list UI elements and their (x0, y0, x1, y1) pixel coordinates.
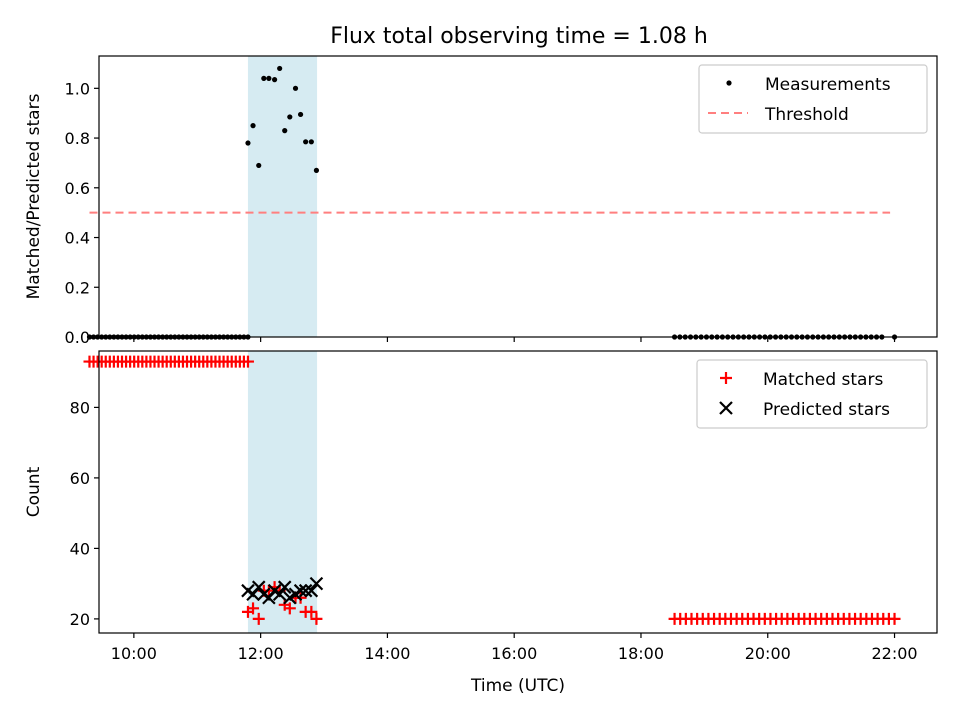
matched-star-point (305, 605, 318, 618)
measurement-point (308, 139, 314, 145)
x-axis-label: Time (UTC) (470, 676, 565, 696)
predicted-star-point (298, 583, 313, 598)
measurement-point (303, 139, 309, 145)
measurement-point (271, 77, 278, 83)
x-tick-label: 12:00 (238, 644, 284, 663)
bottom-panel: 20 40 60 80 10:00 12:00 14:00 16:00 18:00 20:00 22… (24, 350, 938, 696)
measurement-point (297, 111, 304, 118)
axes-frame (98, 55, 938, 338)
y-tick-label: 40 (70, 539, 90, 558)
y-tick-label: 60 (70, 469, 90, 488)
observing-window-shade (247, 56, 318, 337)
legend-label: Threshold (764, 105, 849, 125)
y-tick-label: 0.4 (65, 229, 90, 248)
y-axis-label: Count (24, 466, 44, 517)
legend-box (696, 359, 928, 429)
legend-predicted-marker (719, 401, 733, 415)
matched-star-point (310, 612, 323, 625)
x-tick-label: 18:00 (618, 644, 664, 663)
measurement-point (292, 85, 299, 91)
legend-box (698, 64, 928, 134)
matched-star-point (283, 602, 296, 615)
chart-title: Flux total observing time = 1.08 h (330, 24, 708, 49)
y-axis-label: Matched/Predicted stars (24, 93, 44, 299)
legend-label: Predicted stars (763, 400, 890, 420)
measurement-point (90, 334, 97, 340)
legend-label: Measurements (765, 75, 891, 95)
predicted-star-point (293, 583, 308, 598)
predicted-star-point (277, 580, 292, 594)
matched-star-point (247, 602, 260, 615)
axes-frame (98, 350, 938, 634)
measurement-point (86, 334, 93, 340)
legend-measurement-marker (726, 80, 732, 86)
x-tick-label: 10:00 (111, 644, 157, 663)
measurement-point (245, 140, 251, 146)
measurement-point (277, 65, 283, 72)
measurement-point (282, 128, 288, 134)
y-tick-label: 20 (70, 610, 90, 629)
x-tick-label: 16:00 (491, 644, 537, 663)
measurement-point (256, 162, 262, 169)
measurement-point (266, 75, 272, 81)
legend-matched-marker (720, 372, 732, 384)
predicted-star-point (251, 580, 266, 594)
predicted-star-point (304, 583, 319, 598)
matched-star-point (252, 612, 265, 625)
y-tick-label: 0.2 (65, 278, 90, 297)
x-tick-label: 14:00 (364, 644, 410, 663)
predicted-star-point (272, 587, 287, 602)
top-panel: 0.0 0.2 0.4 0.6 0.8 1.0 Matched/Predicted star… (24, 55, 938, 347)
matched-star-point (241, 355, 254, 368)
legend-label: Matched stars (763, 370, 883, 390)
measurement-point (261, 75, 267, 81)
measurement-point (250, 123, 256, 129)
y-tick-label: 0.0 (65, 328, 90, 347)
matched-star-point (888, 612, 901, 625)
y-tick-label: 80 (70, 398, 90, 417)
y-tick-label: 0.8 (65, 129, 90, 148)
x-tick-label: 22:00 (871, 644, 917, 663)
predicted-star-point (309, 576, 324, 591)
y-tick-label: 0.6 (65, 179, 90, 198)
measurement-point (313, 167, 320, 173)
measurement-point (287, 114, 293, 120)
x-tick-label: 20:00 (745, 644, 791, 663)
y-tick-label: 1.0 (65, 79, 90, 98)
